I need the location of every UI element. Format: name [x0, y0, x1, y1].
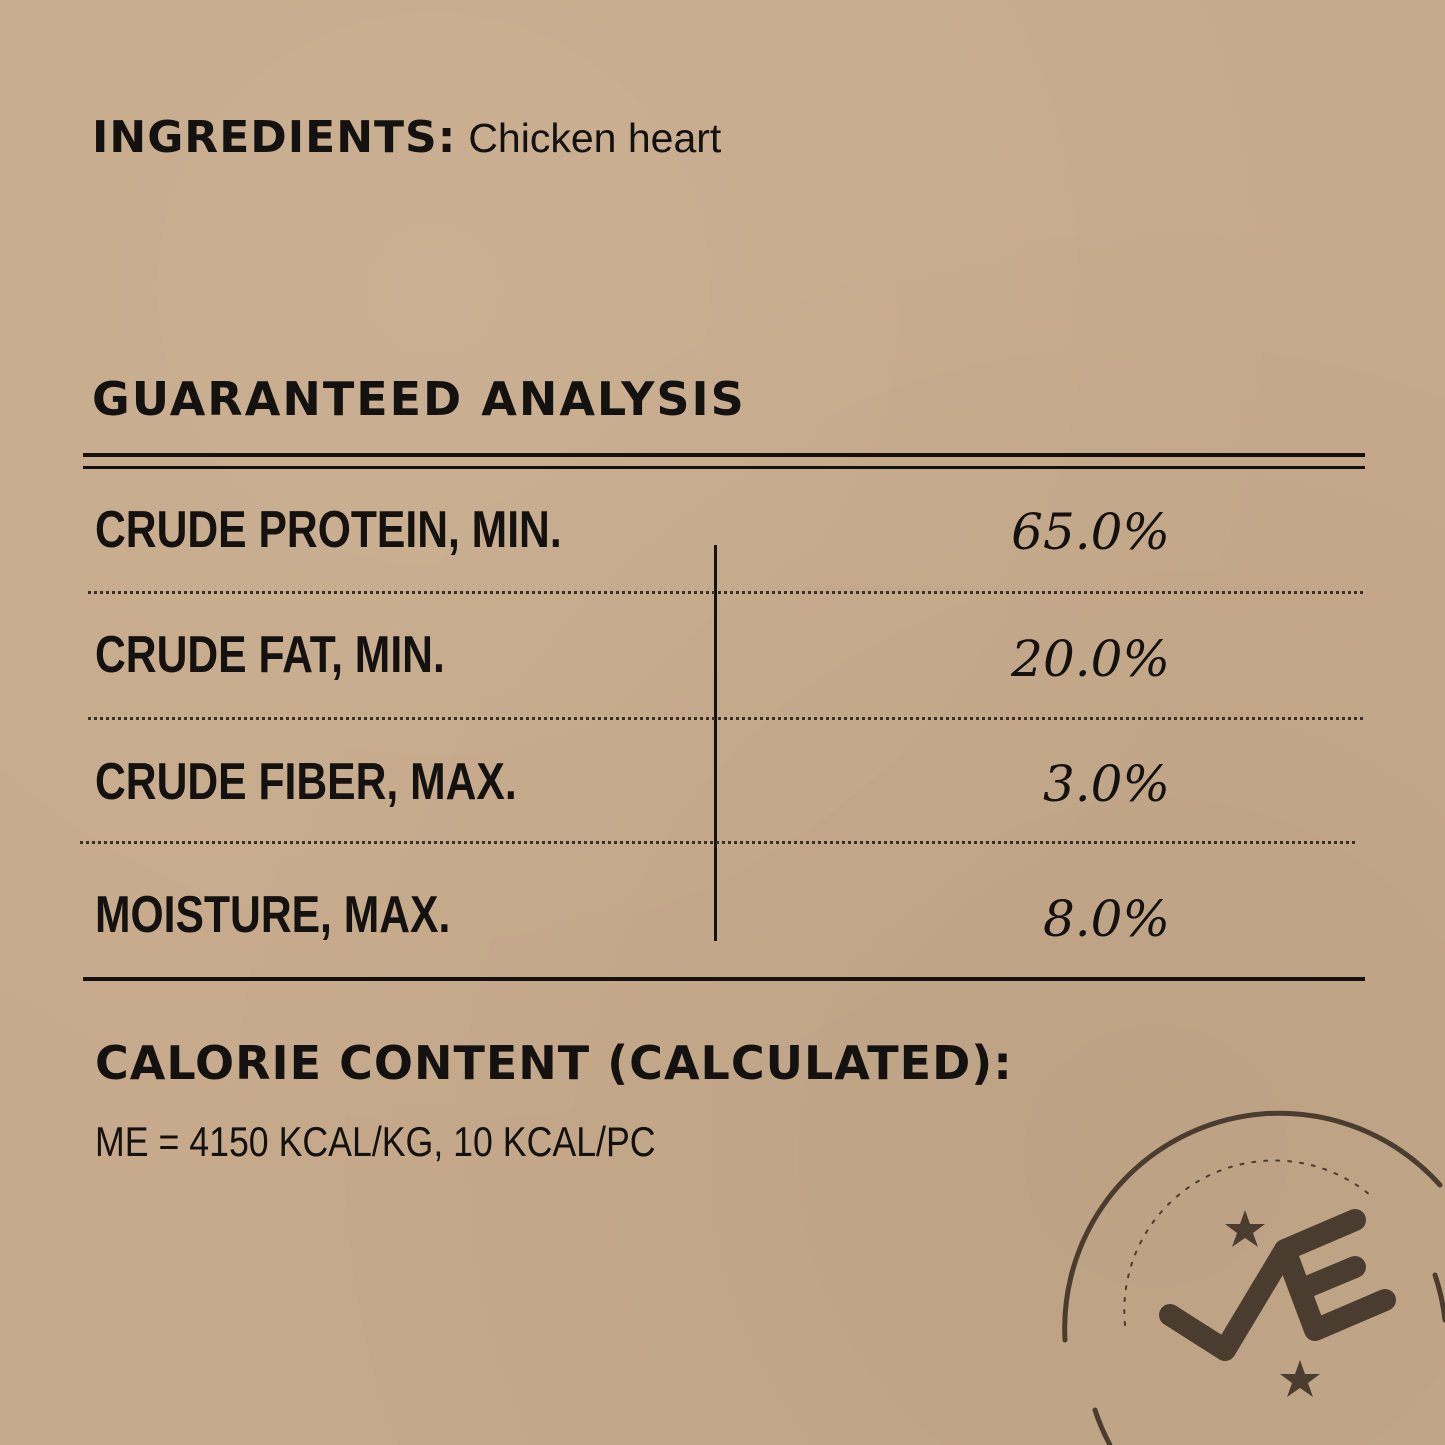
row-value: 8.0%	[1042, 890, 1170, 948]
star-icon	[1225, 1210, 1265, 1247]
row-label: CRUDE FIBER, MAX.	[95, 753, 517, 811]
row-label: CRUDE FAT, MIN.	[95, 626, 445, 684]
row-label: CRUDE PROTEIN, MIN.	[95, 501, 562, 559]
butcher-cut-stamp-logo	[1062, 1110, 1445, 1445]
ingredients: INGREDIENTS: Chicken heart	[92, 112, 721, 163]
row-value: 3.0%	[1042, 755, 1170, 813]
ve-monogram-icon	[1159, 1209, 1396, 1361]
divider-top-1	[83, 453, 1365, 457]
analysis-title: GUARANTEED ANALYSIS	[92, 372, 746, 426]
ingredients-label: INGREDIENTS:	[92, 112, 457, 163]
row-divider	[80, 841, 1355, 844]
calorie-title: CALORIE CONTENT (CALCULATED):	[95, 1036, 1013, 1090]
row-value: 65.0%	[1011, 503, 1170, 561]
row-label: MOISTURE, MAX.	[95, 886, 451, 944]
divider-bottom	[83, 977, 1365, 981]
star-icon	[1280, 1360, 1320, 1397]
calorie-value: ME = 4150 KCAL/KG, 10 KCAL/PC	[95, 1118, 656, 1165]
column-divider	[714, 545, 717, 941]
row-divider	[88, 591, 1363, 594]
divider-top-2	[83, 466, 1365, 469]
row-divider	[88, 717, 1363, 720]
ingredients-value: Chicken heart	[468, 115, 722, 161]
row-value: 20.0%	[1011, 630, 1170, 688]
